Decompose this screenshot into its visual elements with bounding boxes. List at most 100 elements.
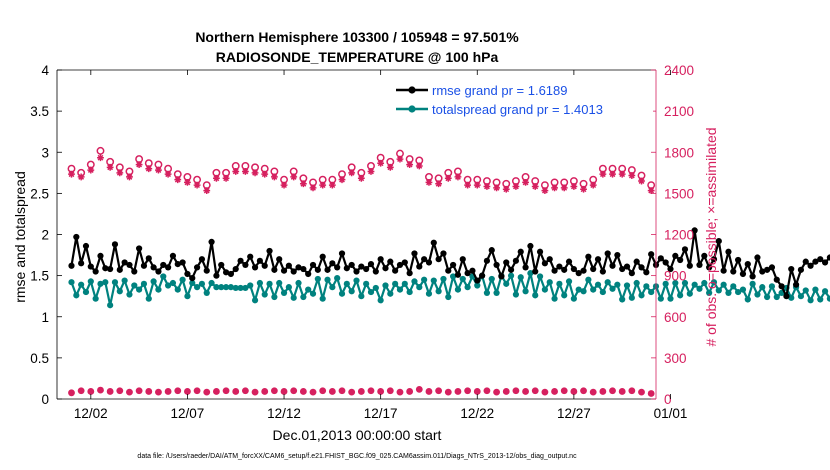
- rmse-point: [604, 250, 611, 257]
- rmse-point: [73, 233, 80, 241]
- rmse-point: [92, 268, 99, 275]
- rmse-point: [483, 257, 491, 264]
- obs-assimilated-marker: [126, 173, 133, 181]
- obs-low-marker: [464, 387, 471, 395]
- rmse-point: [551, 267, 558, 274]
- rmse-point: [358, 263, 365, 270]
- obs-low-marker: [97, 386, 104, 394]
- rmse-point: [97, 252, 104, 259]
- rmse-point: [68, 262, 75, 269]
- legend-spread-marker: [408, 105, 416, 113]
- spread-point: [541, 286, 549, 293]
- rmse-point: [261, 262, 268, 269]
- rmse-point: [247, 253, 254, 260]
- x-tick-label: 12/22: [460, 406, 494, 421]
- x-tick-label: 01/01: [654, 406, 688, 421]
- rmse-point: [145, 255, 152, 262]
- obs-low-marker: [328, 388, 336, 395]
- spread-point: [503, 280, 510, 287]
- spread-point: [749, 280, 756, 287]
- spread-point: [773, 293, 780, 301]
- obs-assimilated-marker: [386, 163, 394, 171]
- obs-low-marker: [406, 388, 414, 395]
- obs-assimilated-marker: [444, 174, 452, 182]
- spread-point: [681, 279, 689, 287]
- spread-point: [807, 297, 814, 304]
- rmse-point: [778, 283, 785, 290]
- obs-low-marker: [106, 388, 114, 395]
- rmse-point: [493, 261, 500, 269]
- spread-point: [493, 289, 500, 296]
- spread-point: [604, 279, 611, 286]
- spread-point: [193, 284, 201, 291]
- obs-low-marker: [425, 388, 433, 395]
- obs-low-marker: [280, 388, 288, 395]
- spread-point: [213, 284, 220, 291]
- spread-point: [102, 279, 109, 286]
- spread-point: [817, 296, 824, 303]
- obs-assimilated-marker: [599, 170, 607, 178]
- spread-point: [222, 284, 230, 291]
- rmse-point: [614, 251, 621, 259]
- spread-point: [672, 279, 679, 287]
- spread-point: [701, 279, 708, 287]
- rmse-point: [541, 260, 549, 267]
- rmse-point: [628, 270, 635, 277]
- rmse-point: [222, 269, 230, 276]
- obs-low-marker: [473, 388, 481, 395]
- rmse-point: [82, 242, 90, 250]
- obs-assimilated-marker: [87, 166, 95, 174]
- x-axis-label: Dec.01,2013 00:00:00 start: [273, 427, 442, 443]
- obs-assimilated-marker: [502, 185, 510, 193]
- obs-assimilated-marker: [328, 181, 336, 189]
- spread-point: [406, 288, 413, 296]
- obs-assimilated-marker: [135, 161, 143, 168]
- rmse-point: [213, 272, 220, 279]
- spread-point: [686, 290, 693, 297]
- rmse-point: [459, 256, 466, 263]
- rmse-point: [768, 264, 776, 271]
- obs-assimilated-marker: [164, 170, 172, 178]
- spread-point: [483, 289, 491, 296]
- rmse-point: [826, 254, 830, 261]
- rmse-point: [706, 264, 713, 271]
- rmse-point: [643, 269, 650, 276]
- y-tick-left-label: 0: [41, 392, 49, 407]
- spread-point: [203, 289, 210, 296]
- obs-assimilated-marker: [319, 181, 327, 189]
- rmse-point: [314, 266, 321, 273]
- rmse-point: [556, 263, 563, 270]
- obs-assimilated-marker: [589, 181, 597, 189]
- chart-title-line1: Northern Hemisphere 103300 / 105948 = 97…: [195, 29, 519, 45]
- y-tick-left-label: 4: [41, 63, 49, 78]
- rmse-point: [662, 259, 669, 266]
- rmse-point: [348, 261, 355, 269]
- obs-low-marker: [193, 387, 201, 395]
- rmse-point: [527, 242, 534, 250]
- rmse-point: [590, 265, 597, 273]
- obs-low-marker: [164, 388, 172, 395]
- rmse-point: [136, 245, 143, 252]
- spread-point: [764, 293, 771, 301]
- spread-point: [454, 286, 462, 293]
- rmse-point: [425, 259, 433, 266]
- rmse-point: [783, 293, 790, 300]
- spread-point: [594, 281, 602, 288]
- rmse-point: [150, 264, 157, 271]
- rmse-point: [416, 263, 423, 270]
- spread-point: [551, 295, 558, 302]
- spread-point: [401, 280, 408, 287]
- spread-point: [290, 294, 297, 301]
- rmse-point: [479, 272, 486, 279]
- spread-point: [392, 280, 399, 287]
- spread-point: [575, 286, 582, 293]
- spread-point: [580, 288, 587, 295]
- spread-point: [561, 292, 568, 299]
- spread-point: [155, 286, 162, 293]
- spread-point: [276, 279, 283, 287]
- rmse-point: [797, 266, 805, 273]
- rmse-point: [411, 250, 418, 257]
- obs-low-marker: [618, 388, 626, 395]
- rmse-point: [256, 257, 263, 264]
- obs-low-marker: [541, 388, 549, 396]
